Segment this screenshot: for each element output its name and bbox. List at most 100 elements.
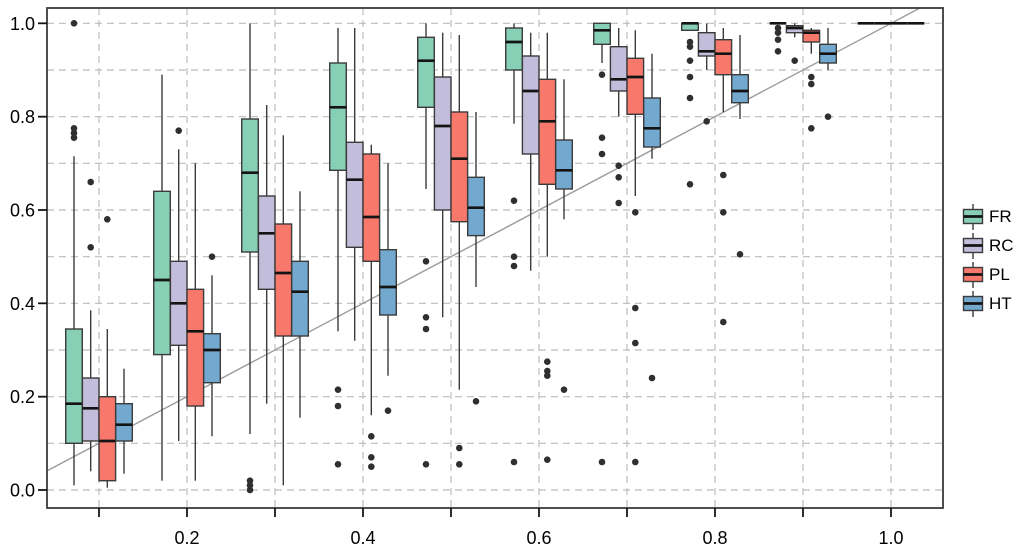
box-PL [538,78,557,186]
outlier-point [246,477,254,485]
box-RC [609,46,628,92]
identity-reference-line [46,7,921,472]
outlier-point [686,57,694,64]
legend-label-rc: RC [989,235,1014,255]
outlier-point [87,178,94,186]
boxplot-group-x0.9 [769,21,838,132]
outlier-point [246,482,254,489]
boxplot-group-x0.4 [329,28,398,471]
box-FR [505,27,524,71]
legend-item-ht: HT [960,289,1014,318]
boxplot-key-icon-pl [960,260,986,289]
y-tick-label: 0.8 [10,107,35,127]
outlier-point [686,43,694,50]
boxplot-key-icon-rc [960,231,986,260]
box-PL [714,39,733,76]
box-PL [186,288,205,407]
box-HT [114,403,133,442]
outlier-point [703,118,710,125]
outlier-point [686,181,694,188]
box-FR [329,62,348,172]
outlier-point [510,262,518,270]
box-FR [240,118,259,253]
x-tick-label: 1.0 [878,528,903,548]
outlier-point [104,216,111,223]
outlier-point [615,199,622,207]
box-RC [433,76,452,211]
outlier-point [774,48,782,55]
outlier-point [808,125,815,132]
boxplot-group-x0.8 [681,21,750,326]
boxplot-group-x0.2 [152,74,221,481]
box-HT [291,260,310,337]
box-RC [521,55,540,155]
outlier-point [808,73,815,81]
legend-item-pl: PL [960,260,1014,289]
boxplot-group-x0.3 [240,23,310,494]
outlier-point [791,57,798,64]
outlier-point [598,150,606,158]
outlier-point [632,209,639,216]
outlier-point [422,325,430,333]
outlier-point [648,374,656,382]
y-tick-label: 0.6 [10,201,35,221]
outlier-point [422,258,430,265]
outlier-point [686,94,694,102]
boxplot-key-icon-ht [960,289,986,318]
outlier-point [560,386,568,394]
outlier-point [368,454,375,461]
outlier-point [720,171,727,179]
outlier-point [598,134,606,141]
outlier-point [384,407,392,415]
box-RC [345,141,364,249]
outlier-point [632,339,639,347]
box-HT [555,139,574,190]
outlier-point [422,314,430,321]
outlier-point [824,113,832,120]
box-FR [417,36,436,108]
outlier-point [368,463,375,471]
outlier-point [510,197,518,204]
boxplot-group-x0.7 [593,22,662,466]
outlier-point [720,318,727,326]
outlier-point [774,36,782,43]
x-tick-label: 0.2 [174,528,199,548]
outlier-point [544,358,551,366]
outlier-point [175,127,182,134]
outlier-point [774,24,782,32]
outlier-point [598,71,606,78]
boxplot-key-icon-fr [960,202,986,231]
y-tick-label: 0.4 [10,294,35,314]
y-tick-label: 1.0 [10,14,35,34]
box-PL [362,153,381,263]
outlier-point [615,162,622,169]
outlier-point [456,444,463,452]
box-HT [202,333,221,384]
x-tick-label: 0.8 [702,528,727,548]
box-FR [593,22,612,45]
box-PL [274,223,293,337]
outlier-point [87,244,94,251]
outlier-point [334,386,342,394]
outlier-point [472,398,480,405]
legend-label-ht: HT [989,293,1012,313]
outlier-point [208,253,216,260]
box-FR [152,190,171,356]
legend-label-fr: FR [989,206,1012,226]
legend: FR RC PL HT [960,202,1014,318]
outlier-point [510,253,518,260]
outlier-point [246,486,254,494]
outlier-point [70,134,78,141]
outlier-point [544,372,551,380]
outlier-point [422,461,430,468]
legend-label-pl: PL [989,264,1010,284]
box-FR [64,328,83,445]
outlier-point [736,251,744,258]
box-HT [731,73,750,104]
y-tick-label: 0.0 [10,481,35,501]
boxplot-group-x0.5 [417,23,486,468]
y-tick-label: 0.2 [10,387,35,407]
outlier-point [544,456,551,464]
